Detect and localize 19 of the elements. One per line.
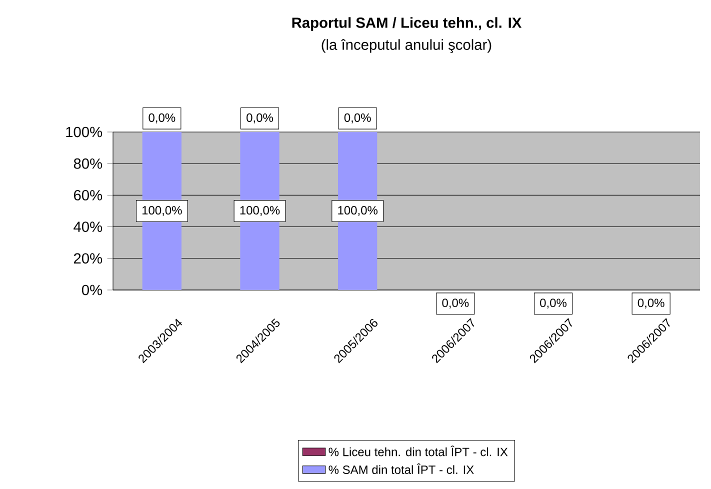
data-label: 0,0% (344, 113, 371, 124)
y-tick-label: 60% (74, 190, 102, 200)
y-tick-label: 0% (82, 284, 102, 296)
y-tick-label: 80% (74, 158, 102, 169)
chart-subtitle: (la începutul anului şcolar) (322, 39, 492, 53)
chart-title: Raportul SAM / Liceu tehn., cl. IX (292, 17, 522, 31)
data-label: 0,0% (442, 298, 469, 309)
data-label: 0,0% (148, 113, 176, 124)
data-label: 0,0% (540, 298, 566, 309)
data-label: 100,0% (142, 206, 182, 216)
legend-label: % SAM din total ÎPT - cl. IX (328, 463, 474, 474)
y-tick-label: 100% (66, 126, 102, 138)
data-label: 100,0% (240, 206, 280, 216)
legend-label: % Liceu tehn. din total ÎPT - cl. IX (328, 446, 508, 456)
y-tick-label: 20% (74, 253, 102, 264)
y-tick-label: 40% (74, 222, 102, 232)
data-label: 100,0% (338, 206, 378, 216)
data-label: 0,0% (246, 113, 274, 124)
data-label: 0,0% (638, 298, 664, 309)
